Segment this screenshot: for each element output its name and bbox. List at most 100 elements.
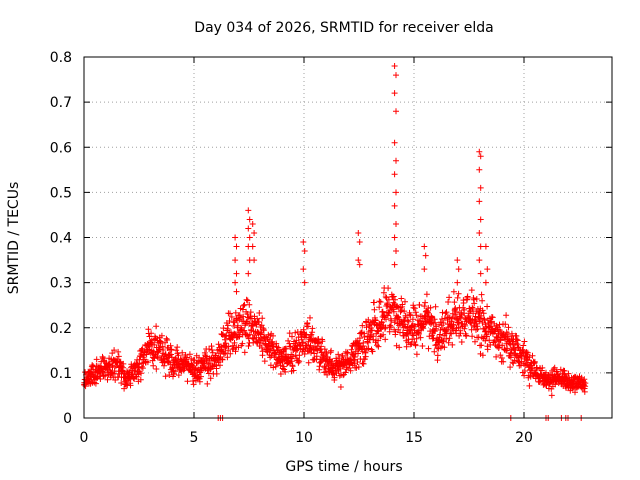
data-point bbox=[289, 363, 296, 370]
data-point bbox=[148, 330, 155, 337]
data-point bbox=[369, 327, 375, 334]
data-point bbox=[202, 352, 209, 359]
data-point bbox=[239, 306, 246, 313]
data-point bbox=[138, 370, 144, 377]
data-point bbox=[272, 363, 279, 370]
data-point bbox=[386, 310, 393, 317]
data-point bbox=[137, 376, 144, 383]
data-point bbox=[241, 349, 248, 356]
data-point bbox=[479, 307, 486, 314]
data-point bbox=[213, 365, 220, 372]
data-point bbox=[246, 234, 253, 241]
data-point bbox=[531, 358, 538, 365]
data-point bbox=[460, 300, 467, 306]
data-point bbox=[413, 312, 420, 319]
data-point bbox=[398, 295, 405, 302]
data-point bbox=[482, 279, 489, 286]
data-point bbox=[422, 299, 429, 306]
data-point bbox=[406, 311, 413, 318]
data-point bbox=[399, 301, 406, 308]
data-point bbox=[111, 347, 118, 354]
y-tick-label: 0 bbox=[63, 411, 72, 427]
data-point bbox=[405, 318, 412, 325]
data-point bbox=[480, 310, 487, 317]
data-point bbox=[411, 305, 418, 312]
data-point bbox=[493, 353, 500, 360]
data-point bbox=[493, 335, 500, 341]
x-tick-label: 5 bbox=[190, 430, 199, 446]
data-point bbox=[190, 381, 197, 388]
data-point bbox=[407, 312, 414, 319]
data-point bbox=[476, 166, 483, 173]
data-point bbox=[97, 376, 104, 382]
y-tick-label: 0.7 bbox=[50, 95, 72, 111]
data-point bbox=[226, 318, 233, 324]
data-point bbox=[174, 344, 181, 351]
data-point bbox=[240, 302, 247, 309]
data-point bbox=[136, 368, 143, 375]
data-point bbox=[478, 312, 485, 319]
data-point bbox=[296, 358, 303, 365]
x-tick-label: 0 bbox=[80, 430, 89, 446]
y-tick-label: 0.2 bbox=[50, 321, 72, 337]
data-point bbox=[127, 382, 134, 389]
data-point bbox=[184, 378, 191, 385]
data-point bbox=[382, 336, 389, 343]
data-point bbox=[362, 353, 369, 360]
data-point bbox=[402, 298, 408, 305]
data-point bbox=[385, 285, 392, 292]
data-point bbox=[403, 343, 410, 350]
data-point bbox=[323, 350, 330, 357]
data-point bbox=[482, 243, 489, 250]
data-point bbox=[477, 216, 484, 223]
data-point bbox=[337, 384, 344, 390]
data-point bbox=[371, 306, 378, 313]
data-point bbox=[375, 343, 382, 350]
data-point bbox=[375, 337, 382, 344]
data-point bbox=[175, 372, 182, 379]
data-point bbox=[536, 379, 543, 385]
data-point bbox=[186, 351, 193, 358]
data-point bbox=[390, 308, 397, 315]
data-point bbox=[520, 342, 527, 349]
data-point bbox=[269, 341, 276, 348]
data-point bbox=[466, 315, 473, 322]
data-point bbox=[311, 350, 318, 357]
data-point bbox=[168, 354, 175, 361]
data-point bbox=[298, 336, 305, 343]
data-point bbox=[391, 139, 398, 146]
data-point bbox=[223, 333, 230, 339]
data-point bbox=[393, 248, 399, 254]
data-point bbox=[478, 291, 485, 298]
data-point bbox=[191, 357, 198, 364]
data-point bbox=[304, 320, 311, 326]
data-point bbox=[299, 339, 306, 346]
data-point bbox=[246, 216, 253, 223]
data-point bbox=[258, 344, 265, 351]
data-point bbox=[557, 366, 564, 373]
data-point bbox=[478, 342, 485, 349]
data-point bbox=[419, 343, 426, 349]
data-point bbox=[523, 349, 530, 356]
data-point bbox=[486, 337, 493, 344]
data-point bbox=[351, 354, 358, 360]
data-point bbox=[160, 347, 167, 353]
data-point bbox=[477, 270, 484, 277]
data-point bbox=[423, 291, 430, 298]
data-point bbox=[551, 364, 558, 371]
data-point bbox=[472, 317, 479, 324]
data-point bbox=[231, 339, 238, 346]
data-point bbox=[361, 334, 368, 340]
data-point bbox=[285, 337, 292, 344]
data-point bbox=[376, 298, 383, 305]
chart-title: Day 034 of 2026, SRMTID for receiver eld… bbox=[194, 20, 493, 36]
data-point bbox=[462, 322, 469, 329]
data-point bbox=[452, 305, 459, 312]
data-point bbox=[164, 337, 171, 343]
data-point bbox=[115, 353, 122, 360]
data-point bbox=[409, 316, 416, 323]
data-point bbox=[207, 375, 214, 382]
data-point bbox=[305, 359, 312, 366]
data-point bbox=[521, 368, 528, 374]
data-point bbox=[393, 108, 399, 115]
